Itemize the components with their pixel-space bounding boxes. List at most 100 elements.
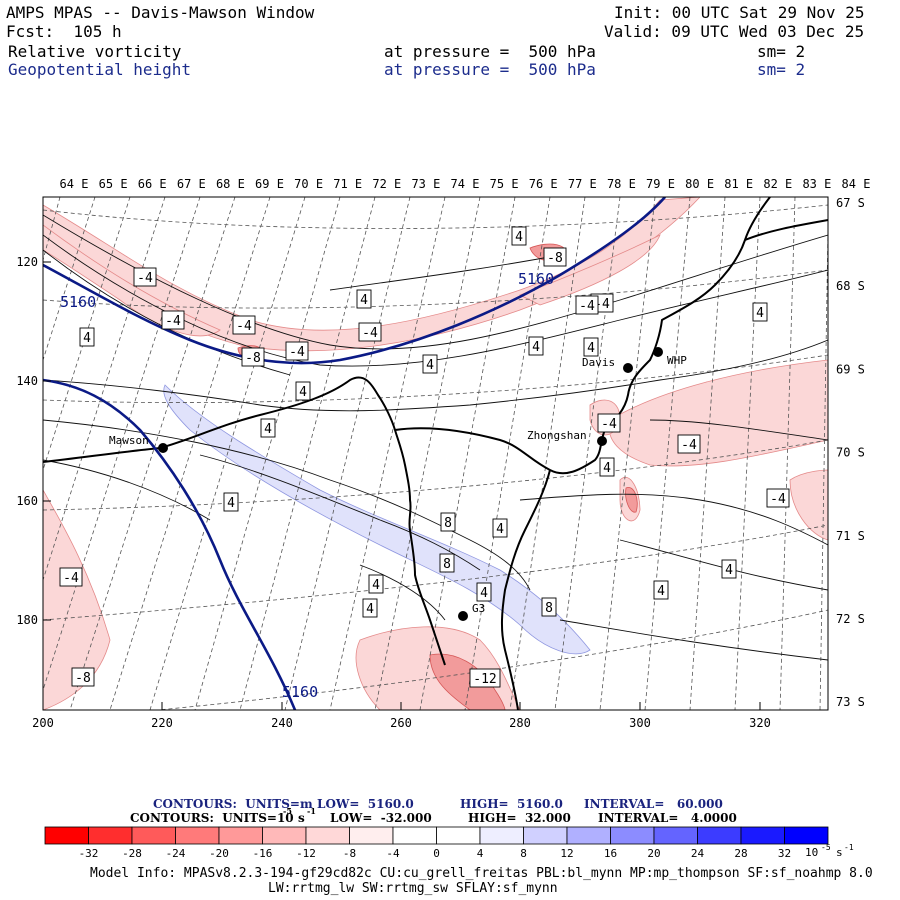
longitude-label: 81 E: [724, 177, 753, 191]
colorbar-tick-label: -24: [166, 847, 186, 860]
colorbar-swatch: [436, 826, 481, 845]
plot-frame: [42, 196, 829, 711]
bottom-tick-label: 280: [509, 716, 531, 730]
svg-text:-4: -4: [289, 345, 305, 360]
vorticity-label: 4: [260, 418, 276, 438]
bottom-tick-label: 260: [390, 716, 412, 730]
init-time: Init: 00 UTC Sat 29 Nov 25: [614, 3, 865, 22]
height-contour-interval: INTERVAL= 60.000: [584, 797, 723, 811]
svg-text:-8: -8: [245, 351, 261, 366]
svg-text:4: 4: [657, 584, 665, 599]
station-marker-whp: [653, 347, 663, 357]
bottom-tick-label: 200: [32, 716, 54, 730]
svg-text:-8: -8: [547, 251, 563, 266]
vorticity-label: -4: [677, 434, 701, 454]
vorticity-label: -4: [161, 310, 185, 330]
longitude-label: 74 E: [451, 177, 480, 191]
colorbar-swatch: [131, 826, 176, 845]
station-label-zhongshan: Zhongshan: [527, 429, 587, 442]
station-label-mawson: Mawson: [109, 434, 149, 447]
colorbar-swatch: [740, 826, 785, 845]
colorbar-swatch: [479, 826, 524, 845]
vorticity-label: 4: [356, 289, 372, 309]
colorbar-tick-label: 16: [604, 847, 617, 860]
colorbar-tick-label: -12: [296, 847, 316, 860]
svg-text:4: 4: [372, 578, 380, 593]
svg-text:-4: -4: [681, 438, 697, 453]
vorticity-label: 4: [528, 336, 544, 356]
model-info-line1: Model Info: MPASv8.2.3-194-gf29cd82c CU:…: [90, 866, 873, 881]
longitude-labels: 64 E 65 E 66 E 67 E 68 E 69 E 70 E 71 E 72 E 73 E…: [60, 177, 871, 191]
colorbar-tick-label: 20: [647, 847, 660, 860]
vorticity-label: -4: [597, 413, 621, 433]
vorticity-label: -8: [71, 667, 95, 687]
left-tick-label: 140: [16, 374, 38, 388]
height-contour-low: LOW= 5160.0: [317, 797, 414, 811]
vorticity-label: 4: [295, 381, 311, 401]
colorbar-unit-s: s: [836, 846, 843, 859]
vorticity-label: 4: [583, 337, 599, 357]
svg-text:-4: -4: [770, 492, 786, 507]
latitude-labels: 67 S 68 S 69 S 70 S 71 S 72 S 73 S: [836, 196, 865, 709]
colorbar-swatch: [218, 826, 263, 845]
colorbar-unit-exp: -5: [821, 843, 831, 852]
vorticity-label: 8: [541, 597, 557, 617]
colorbar-tick-label: -4: [386, 847, 400, 860]
colorbar-unit-s-exp: -1: [844, 843, 854, 852]
longitude-label: 65 E: [99, 177, 128, 191]
vorticity-label: -4: [285, 341, 309, 361]
vorticity-label: -4: [59, 567, 83, 587]
vorticity-label: -4: [575, 295, 599, 315]
vort-contour-unit: s: [298, 811, 305, 825]
colorbar-tick-label: 32: [778, 847, 791, 860]
latitude-label: 73 S: [836, 695, 865, 709]
colorbar-swatch: [175, 826, 220, 845]
field2-pressure: at pressure = 500 hPa: [384, 60, 596, 79]
valid-time: Valid: 09 UTC Wed 03 Dec 25: [604, 22, 865, 41]
height-contour-labels: 5160 5160 5160: [60, 270, 554, 701]
longitude-label: 70 E: [294, 177, 323, 191]
svg-text:4: 4: [366, 602, 374, 617]
height-contour-high: HIGH= 5160.0: [460, 797, 563, 811]
svg-text:4: 4: [426, 358, 434, 373]
svg-text:8: 8: [443, 557, 451, 572]
field2-smoothing: sm= 2: [757, 60, 806, 79]
svg-text:-4: -4: [601, 417, 617, 432]
longitude-label: 77 E: [568, 177, 597, 191]
left-axis-labels: 120 140 160 180: [16, 255, 38, 627]
left-tick-label: 160: [16, 494, 38, 508]
svg-text:4: 4: [587, 341, 595, 356]
latitude-label: 72 S: [836, 612, 865, 626]
svg-text:4: 4: [725, 563, 733, 578]
svg-text:4: 4: [264, 422, 272, 437]
svg-text:-4: -4: [165, 314, 181, 329]
height-label: 5160: [518, 270, 554, 288]
colorbar-swatch: [305, 826, 350, 845]
colorbar-tick-label: -32: [79, 847, 99, 860]
bottom-axis-labels: 200 220 240 260 280 300 320: [32, 716, 771, 730]
vort-contour-label: CONTOURS: UNITS=10: [130, 811, 294, 825]
station-marker-g3: [458, 611, 468, 621]
longitude-label: 69 E: [255, 177, 284, 191]
model-info-line2: LW:rrtmg_lw SW:rrtmg_sw SFLAY:sf_mynn: [268, 881, 558, 896]
longitude-label: 66 E: [138, 177, 167, 191]
latitude-label: 70 S: [836, 446, 865, 460]
vorticity-label: -8: [543, 247, 567, 267]
left-tick-label: 120: [16, 255, 38, 269]
station-marker-zhongshan: [597, 436, 607, 446]
colorbar-tick-label: -20: [209, 847, 229, 860]
vort-contour-exp: -5: [283, 806, 292, 816]
coastline: [43, 197, 828, 710]
colorbar-tick-label: -16: [253, 847, 273, 860]
svg-text:4: 4: [515, 230, 523, 245]
colorbar-swatch: [653, 826, 698, 845]
vorticity-label: 4: [79, 327, 95, 347]
colorbar-swatch: [697, 826, 742, 845]
longitude-label: 75 E: [490, 177, 519, 191]
colorbar-swatch: [262, 826, 307, 845]
vorticity-label: -4: [133, 267, 157, 287]
vorticity-label: 4: [223, 492, 239, 512]
height-label: 5160: [60, 293, 96, 311]
vort-contour-interval: INTERVAL= 4.0000: [598, 811, 737, 825]
